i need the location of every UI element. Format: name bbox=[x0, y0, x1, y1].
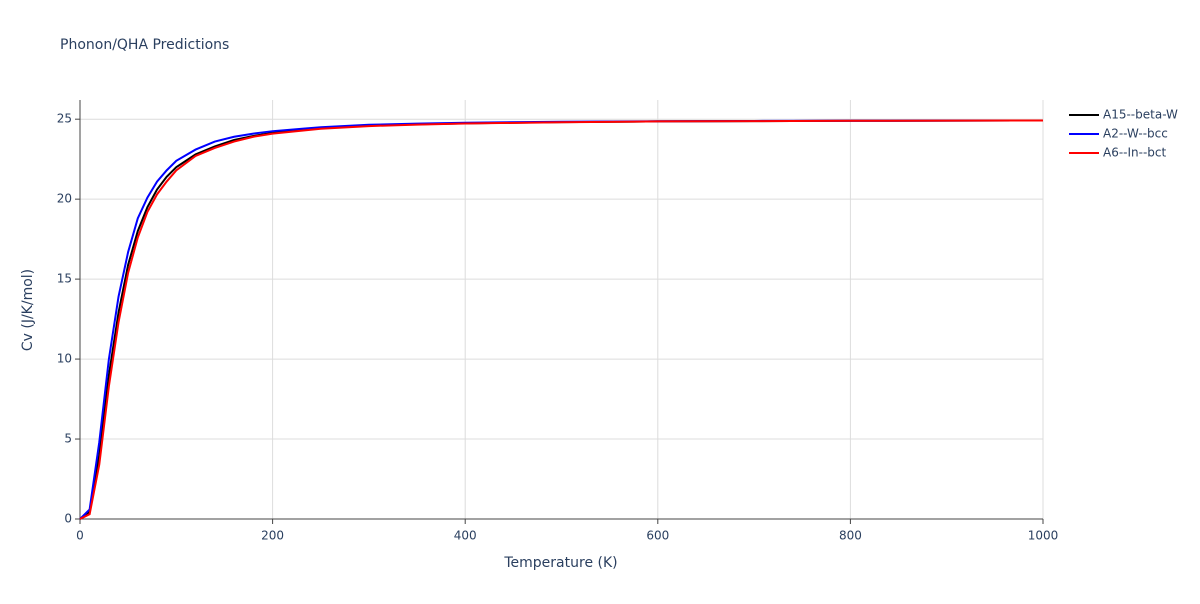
y-tick-label: 0 bbox=[64, 512, 72, 526]
y-axis-label: Cv (J/K/mol) bbox=[20, 269, 36, 351]
series-line bbox=[79, 119, 1044, 520]
y-tick-label: 5 bbox=[64, 432, 72, 446]
y-tick-label: 10 bbox=[57, 352, 72, 366]
legend-label: A2--W--bcc bbox=[1103, 127, 1168, 141]
x-tick-label: 800 bbox=[839, 529, 862, 543]
x-tick-label: 1000 bbox=[1028, 529, 1059, 543]
x-axis-label: Temperature (K) bbox=[503, 555, 617, 571]
legend-label: A15--beta-W bbox=[1103, 108, 1178, 122]
series-line bbox=[79, 119, 1044, 520]
legend-label: A6--In--bct bbox=[1103, 146, 1167, 160]
x-tick-label: 200 bbox=[261, 529, 284, 543]
y-tick-label: 20 bbox=[57, 192, 72, 206]
chart-title: Phonon/QHA Predictions bbox=[60, 37, 229, 53]
y-tick-label: 25 bbox=[57, 112, 72, 126]
x-tick-label: 400 bbox=[454, 529, 477, 543]
x-tick-label: 0 bbox=[76, 529, 84, 543]
x-tick-label: 600 bbox=[646, 529, 669, 543]
series-line bbox=[79, 119, 1044, 520]
y-tick-label: 15 bbox=[57, 272, 72, 286]
